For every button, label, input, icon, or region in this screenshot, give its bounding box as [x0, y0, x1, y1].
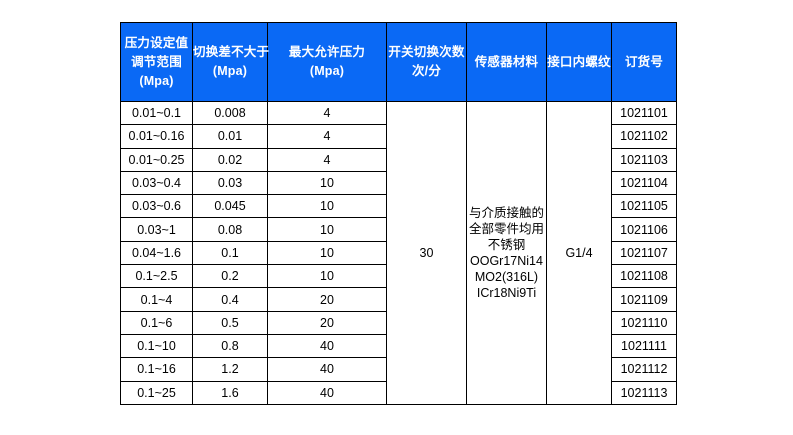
column-header-line: 压力设定值 — [124, 35, 189, 50]
cell-switch-differential: 0.008 — [192, 100, 268, 126]
column-header-line: 最大允许压力 — [288, 45, 366, 59]
cell-order-number: 1021106 — [611, 217, 677, 242]
cell-pressure-range: 0.1~4 — [120, 287, 193, 312]
table-row: 0.01~0.1 0.008 4 30 与介质接触的 全部零件均用 不锈钢 OOGr17Ni1… — [120, 100, 677, 405]
cell-max-allowed-pressure: 10 — [267, 170, 387, 196]
cell-order-number: 1021104 — [611, 170, 677, 196]
column-header-order-number: 订货号 — [611, 22, 677, 102]
cell-switch-differential: 0.5 — [192, 310, 268, 335]
cell-max-allowed-pressure: 4 — [267, 100, 387, 126]
cell-switch-differential: 0.4 — [192, 287, 268, 312]
cell-order-number: 1021111 — [611, 333, 677, 359]
cell-order-number: 1021107 — [611, 240, 677, 266]
cell-sensor-material-merged: 与介质接触的 全部零件均用 不锈钢 OOGr17Ni14 MO2(316L) ICr18N… — [466, 101, 547, 405]
column-header-switch-count: 开关切换次数 次/分 — [386, 22, 467, 102]
column-header-switch-differential: 切换差不大于 (Mpa) — [192, 22, 270, 102]
cell-pressure-range: 0.1~16 — [120, 357, 193, 382]
table-row: 0.01~0.16 0.01 4 1021102 — [120, 124, 677, 149]
cell-order-number: 1021109 — [611, 287, 677, 312]
column-header-line: 调节范围 — [131, 54, 182, 69]
cell-pressure-range: 0.03~0.6 — [120, 194, 193, 219]
cell-switch-differential: 1.6 — [192, 380, 268, 405]
cell-max-allowed-pressure: 10 — [267, 194, 387, 219]
cell-order-number: 1021101 — [611, 100, 677, 126]
cell-switch-differential: 1.2 — [192, 357, 268, 382]
sensor-material-line: OOGr17Ni14 — [470, 253, 543, 268]
spec-table-container: 压力设定值 调节范围 (Mpa) 切换差不大于 (Mpa) 最大允许压力 (Mp… — [120, 22, 677, 405]
table-row: 0.1~4 0.4 20 1021109 — [120, 287, 677, 312]
cell-internal-thread-merged: G1/4 — [546, 101, 612, 405]
cell-switch-differential: 0.02 — [192, 147, 268, 172]
cell-switch-differential: 0.045 — [192, 194, 268, 219]
cell-max-allowed-pressure: 10 — [267, 264, 387, 289]
cell-pressure-range: 0.03~1 — [120, 217, 193, 242]
cell-order-number: 1021108 — [611, 264, 677, 289]
cell-pressure-range: 0.1~10 — [120, 333, 193, 359]
cell-max-allowed-pressure: 10 — [267, 217, 387, 242]
column-header-max-allowed-pressure: 最大允许压力 (Mpa) — [267, 22, 387, 102]
table-row: 0.1~25 1.6 40 1021113 — [120, 380, 677, 405]
cell-pressure-range: 0.1~6 — [120, 310, 193, 335]
cell-switch-count-merged: 30 — [386, 101, 467, 405]
cell-switch-differential: 0.8 — [192, 333, 268, 359]
cell-switch-differential: 0.03 — [192, 170, 268, 196]
column-header-line: (Mpa) — [212, 64, 248, 78]
sensor-material-line: MO2(316L) — [474, 269, 539, 284]
sensor-material-line: 与介质接触的 — [468, 205, 544, 220]
cell-pressure-range: 0.1~25 — [120, 380, 193, 405]
column-header-sensor-material: 传感器材料 — [466, 22, 547, 102]
table-row: 0.1~6 0.5 20 1021110 — [120, 310, 677, 335]
column-header-line: 订货号 — [624, 54, 664, 69]
cell-order-number: 1021105 — [611, 194, 677, 219]
cell-order-number: 1021102 — [611, 124, 677, 149]
cell-pressure-range: 0.01~0.25 — [120, 147, 193, 172]
column-header-line: 次/分 — [411, 64, 442, 78]
table-row: 0.04~1.6 0.1 10 1021107 — [120, 240, 677, 266]
cell-switch-differential: 0.1 — [192, 240, 268, 266]
cell-max-allowed-pressure: 4 — [267, 124, 387, 149]
cell-pressure-range: 0.01~0.16 — [120, 124, 193, 149]
table-header: 压力设定值 调节范围 (Mpa) 切换差不大于 (Mpa) 最大允许压力 (Mp… — [120, 22, 677, 102]
column-header-line: 接口内螺纹 — [547, 54, 611, 69]
cell-max-allowed-pressure: 20 — [267, 287, 387, 312]
cell-max-allowed-pressure: 40 — [267, 380, 387, 405]
table-row: 0.1~2.5 0.2 10 1021108 — [120, 264, 677, 289]
cell-max-allowed-pressure: 10 — [267, 240, 387, 266]
cell-max-allowed-pressure: 20 — [267, 310, 387, 335]
table-header-row: 压力设定值 调节范围 (Mpa) 切换差不大于 (Mpa) 最大允许压力 (Mp… — [120, 22, 677, 102]
sensor-material-line: ICr18Ni9Ti — [476, 285, 537, 300]
cell-pressure-range: 0.04~1.6 — [120, 240, 193, 266]
cell-order-number: 1021110 — [611, 310, 677, 335]
column-header-pressure-range: 压力设定值 调节范围 (Mpa) — [120, 22, 193, 102]
column-header-line: 开关切换次数 — [388, 45, 465, 59]
column-header-line: (Mpa) — [309, 64, 345, 78]
cell-max-allowed-pressure: 4 — [267, 147, 387, 172]
column-header-internal-thread: 接口内螺纹 — [546, 22, 612, 102]
table-row: 0.03~0.6 0.045 10 1021105 — [120, 194, 677, 219]
pressure-switch-spec-table: 压力设定值 调节范围 (Mpa) 切换差不大于 (Mpa) 最大允许压力 (Mp… — [120, 22, 677, 405]
cell-switch-differential: 0.08 — [192, 217, 268, 242]
cell-order-number: 1021113 — [611, 380, 677, 405]
table-row: 0.1~16 1.2 40 1021112 — [120, 357, 677, 382]
column-header-line: 切换差不大于 — [193, 45, 270, 59]
cell-order-number: 1021103 — [611, 147, 677, 172]
sensor-material-line: 不锈钢 — [487, 237, 526, 252]
table-row: 0.01~0.25 0.02 4 1021103 — [120, 147, 677, 172]
cell-pressure-range: 0.01~0.1 — [120, 100, 193, 126]
cell-pressure-range: 0.03~0.4 — [120, 170, 193, 196]
cell-order-number: 1021112 — [611, 357, 677, 382]
cell-switch-differential: 0.2 — [192, 264, 268, 289]
cell-pressure-range: 0.1~2.5 — [120, 264, 193, 289]
sensor-material-line: 全部零件均用 — [468, 221, 544, 236]
cell-switch-differential: 0.01 — [192, 124, 268, 149]
cell-max-allowed-pressure: 40 — [267, 357, 387, 382]
column-header-line: (Mpa) — [139, 73, 174, 88]
column-header-line: 传感器材料 — [474, 54, 539, 69]
table-body: 0.01~0.1 0.008 4 30 与介质接触的 全部零件均用 不锈钢 OOGr17Ni1… — [120, 100, 677, 405]
table-row: 0.1~10 0.8 40 1021111 — [120, 333, 677, 359]
cell-max-allowed-pressure: 40 — [267, 333, 387, 359]
